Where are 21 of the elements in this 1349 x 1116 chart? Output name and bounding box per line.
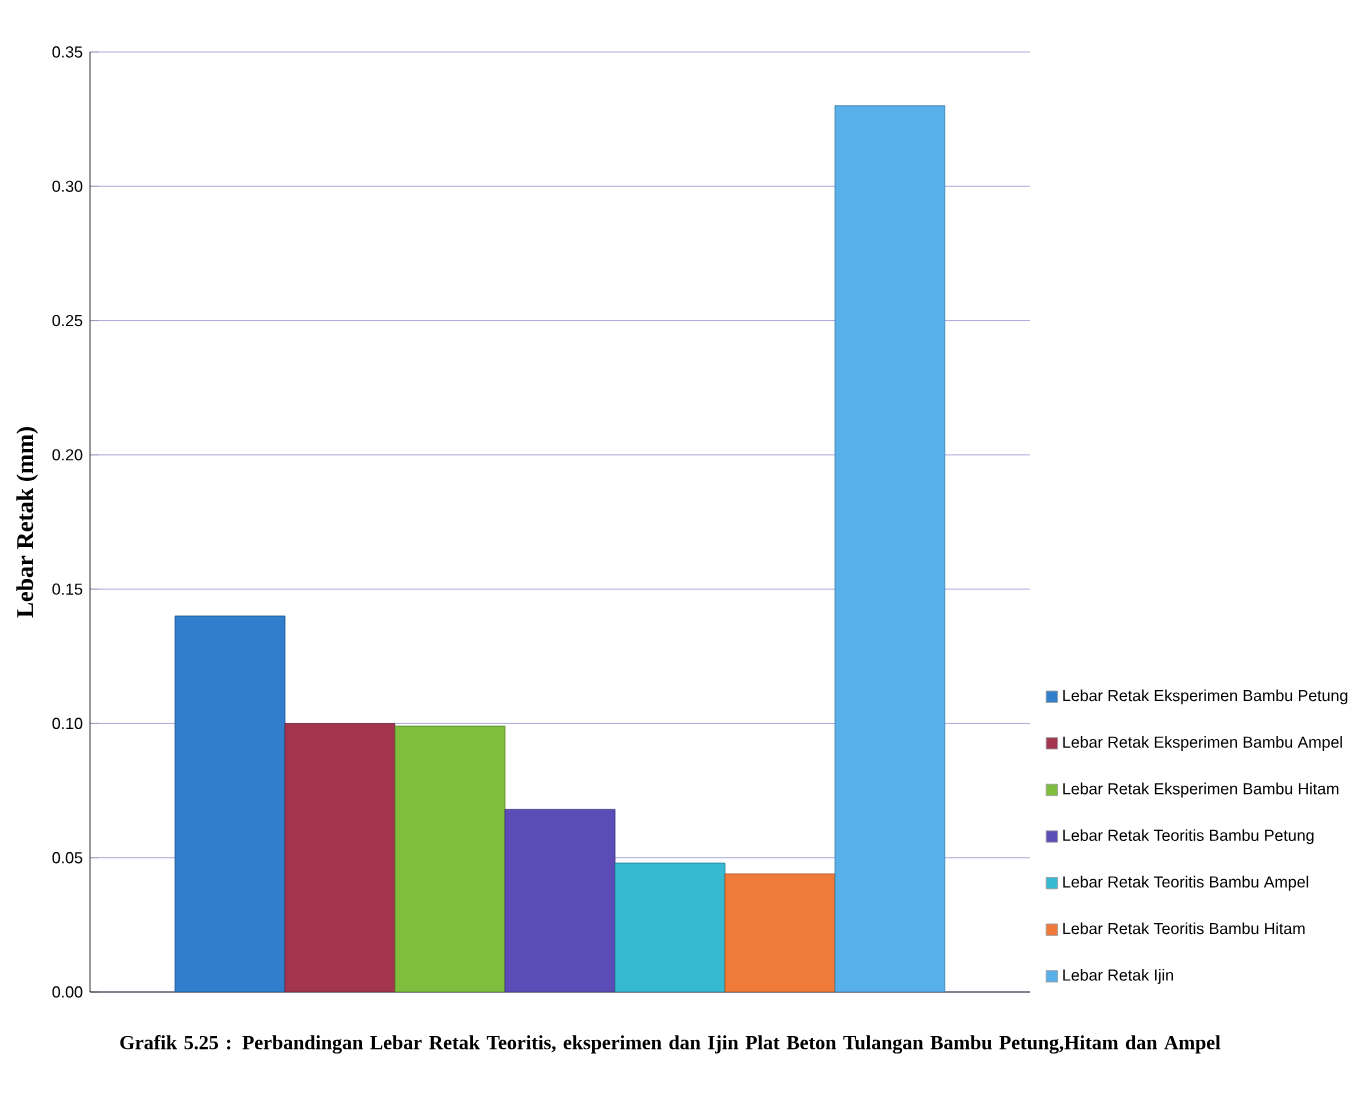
y-tick-label: 0.10 [52,717,83,730]
legend-label: Lebar Retak Teoritis Bambu Ampel [1063,875,1309,891]
text: Grafik 5.25 : Perbandingan Lebar Retak Teoritis, eksperimen dan Ijin Plat Beton Tulangan Bambu Petung,Hitam dan Ampel [120,1035,1221,1054]
y-axis-title: Lebar Retak (mm) [16,427,39,618]
legend-label: Lebar Retak Eksperimen Bambu Hitam [1063,782,1339,798]
bar [284,723,396,992]
y-tick-label: 0.30 [52,180,83,192]
legend-label: Lebar Retak Teoritis Bambu Hitam [1063,922,1305,935]
y-tick-label: 0.25 [52,314,83,327]
y-tick-label: 0.05 [52,852,83,864]
bar [614,862,726,992]
y-tick-label: 0.35 [52,46,83,58]
y-tick-label: 0.00 [52,986,83,998]
legend-label: Lebar Retak Teoritis Bambu Petung [1063,829,1314,845]
legend-label: Lebar Retak Eksperimen Bambu Ampel [1063,736,1342,751]
bar [834,105,946,992]
legend-label: Lebar Retak Ijin [1063,969,1173,984]
y-tick-label: 0.20 [52,449,83,461]
legend-label: Lebar Retak Eksperimen Bambu Petung [1063,689,1348,705]
y-tick-label: 0.15 [52,583,83,595]
bar [394,725,506,992]
